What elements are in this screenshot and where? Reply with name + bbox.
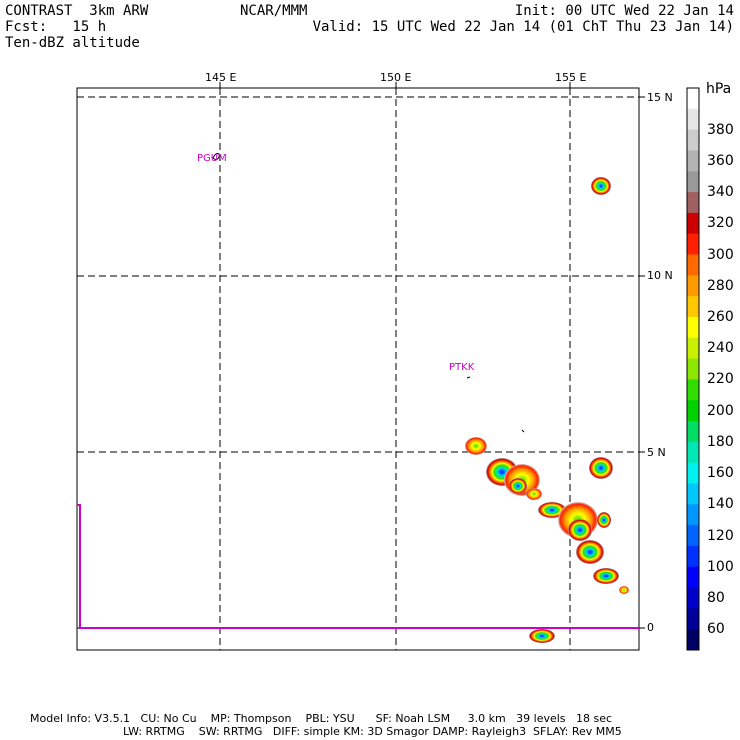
- header-init-time: Init: 00 UTC Wed 22 Jan 14: [514, 3, 734, 19]
- colorbar-label: 160: [707, 465, 734, 482]
- colorbar-label: 240: [707, 340, 734, 357]
- colorbar-swatch: [687, 212, 699, 235]
- echo-cell-band-12: [619, 586, 629, 594]
- colorbar-label: 300: [707, 246, 734, 263]
- echo-cell-band-4: [509, 478, 527, 494]
- echo-cell-band-5: [526, 488, 542, 500]
- station-label-pgum: PGUM: [197, 153, 227, 164]
- colorbar-swatch: [687, 108, 699, 131]
- colorbar-label: 380: [707, 121, 734, 138]
- colorbar-swatch: [687, 275, 699, 297]
- colorbar-swatch: [687, 587, 699, 609]
- colorbar-label: 260: [707, 308, 734, 325]
- echo-cell-band-6: [538, 502, 566, 518]
- header-forecast-hour: Fcst: 15 h: [5, 19, 107, 35]
- colorbar-swatch: [687, 254, 699, 276]
- colorbar-label: 280: [707, 277, 734, 294]
- colorbar-swatch: [687, 629, 699, 651]
- header-field-name: Ten-dBZ altitude: [5, 35, 140, 51]
- colorbar-swatch: [687, 462, 699, 484]
- colorbar-label: 360: [707, 152, 734, 169]
- colorbar-swatch: [687, 545, 699, 568]
- colorbar-swatch: [687, 296, 699, 318]
- echo-cell-ne: [591, 177, 611, 195]
- colorbar-swatch: [687, 316, 699, 339]
- colorbar-label: 180: [707, 433, 734, 450]
- colorbar-swatch: [687, 358, 699, 380]
- colorbar-label: 140: [707, 496, 734, 513]
- colorbar-label: 120: [707, 527, 734, 544]
- colorbar-swatch: [687, 171, 699, 193]
- echo-cell-band-1: [465, 437, 487, 455]
- colorbar-unit: hPa: [706, 81, 732, 97]
- colorbar-swatch: [687, 483, 699, 505]
- colorbar-label: 60: [707, 621, 725, 638]
- colorbar-label: 220: [707, 371, 734, 388]
- echo-cell-band-9: [597, 512, 611, 528]
- colorbar: [686, 87, 700, 651]
- colorbar-swatch: [687, 379, 699, 401]
- grid-lines: [77, 88, 639, 650]
- colorbar-label: 200: [707, 402, 734, 419]
- colorbar-label: 80: [707, 589, 725, 606]
- colorbar-label: 320: [707, 215, 734, 232]
- colorbar-label: 100: [707, 558, 734, 575]
- domain-boundary: [77, 504, 639, 629]
- header-valid-time: Valid: 15 UTC Wed 22 Jan 14 (01 ChT Thu …: [312, 19, 734, 35]
- footer-physics-info: LW: RRTMG SW: RRTMG DIFF: simple KM: 3D …: [123, 725, 622, 738]
- colorbar-swatch: [687, 192, 699, 214]
- station-label-ptkk: PTKK: [449, 362, 475, 373]
- lat-tick-15: 15 N: [647, 91, 673, 104]
- island-chuuk: [466, 376, 471, 379]
- colorbar-swatch: [687, 88, 699, 110]
- lat-tick-5: 5 N: [647, 446, 666, 459]
- echo-cell-south: [529, 629, 555, 643]
- footer-model-info: Model Info: V3.5.1 CU: No Cu MP: Thompso…: [30, 712, 613, 725]
- colorbar-swatch: [687, 150, 699, 172]
- tick-marks: [219, 82, 645, 629]
- lat-tick-0: 0: [647, 621, 654, 634]
- echo-cells: [465, 177, 629, 643]
- colorbar-swatch: [687, 441, 699, 464]
- lon-tick-145: 145 E: [205, 71, 237, 84]
- header-org: NCAR/MMM: [240, 3, 308, 19]
- echo-cell-band-11: [593, 568, 619, 584]
- island-guam: [212, 153, 220, 161]
- plot-frame: [76, 87, 640, 651]
- island-pohnpei: [521, 429, 525, 433]
- header-model-title: CONTRAST 3km ARW: [5, 3, 149, 19]
- colorbar-swatch: [687, 337, 699, 360]
- colorbar-swatch: [687, 525, 699, 547]
- lon-tick-150: 150 E: [380, 71, 412, 84]
- echo-cell-band-10: [576, 540, 604, 564]
- lat-tick-10: 10 N: [647, 269, 673, 282]
- echo-cell-5n: [589, 457, 613, 479]
- colorbar-swatch: [687, 504, 699, 526]
- colorbar-swatch: [687, 608, 699, 630]
- colorbar-swatch: [687, 566, 699, 589]
- colorbar-swatch: [687, 400, 699, 422]
- echo-cell-band-8: [568, 519, 592, 541]
- colorbar-swatch: [687, 233, 699, 256]
- colorbar-frame: [686, 87, 700, 651]
- colorbar-swatch: [687, 129, 699, 151]
- colorbar-swatch: [687, 421, 699, 443]
- lon-tick-155: 155 E: [555, 71, 587, 84]
- colorbar-label: 340: [707, 184, 734, 201]
